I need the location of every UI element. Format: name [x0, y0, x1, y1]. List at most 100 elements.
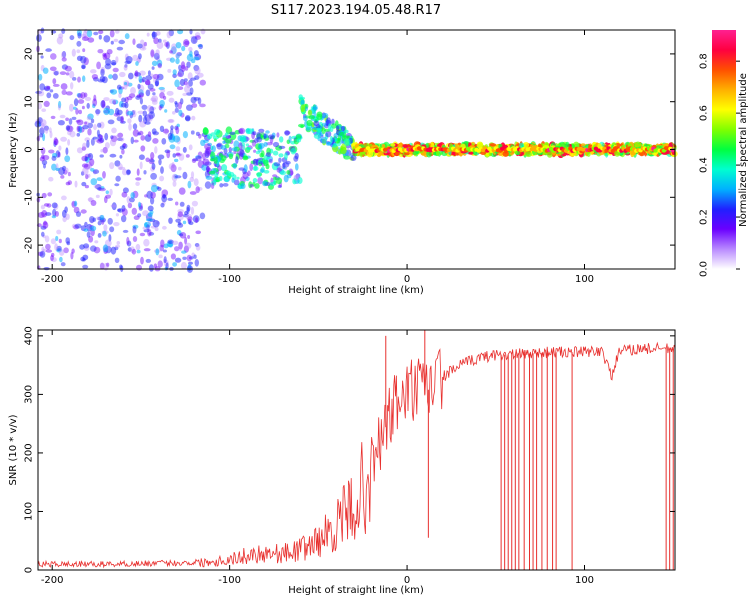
- spectral-blob: [92, 136, 98, 140]
- spectral-blob: [80, 209, 87, 214]
- spectral-blob: [272, 141, 280, 148]
- spectral-blob: [121, 97, 127, 103]
- spectral-blob: [170, 164, 177, 173]
- spectral-blob: [130, 136, 134, 145]
- spectral-blob: [99, 262, 105, 270]
- snr-y-tick-label: 200: [24, 443, 35, 462]
- spectral-blob: [83, 35, 90, 41]
- spectral-blob: [150, 152, 155, 160]
- spectral-blob: [163, 258, 167, 264]
- spectral-blob: [228, 146, 232, 153]
- spectral-blob: [92, 98, 98, 107]
- spectral-blob: [112, 100, 116, 105]
- spectral-blob: [140, 256, 144, 265]
- spectral-blob: [102, 230, 107, 237]
- spectral-blob: [100, 68, 105, 77]
- spectral-blob: [189, 87, 194, 95]
- spectral-blob: [344, 129, 349, 134]
- spectral-blob: [196, 72, 204, 78]
- spectral-blob: [97, 233, 102, 238]
- spectral-blob: [259, 168, 265, 173]
- spectral-blob: [74, 180, 78, 188]
- spectral-blob: [147, 228, 152, 237]
- spectral-blob: [71, 48, 76, 57]
- spectral-blob: [131, 109, 137, 118]
- spectral-blob: [313, 120, 320, 127]
- spectral-blob: [147, 205, 154, 212]
- spectral-blob: [135, 61, 139, 66]
- spectral-blob: [176, 123, 180, 128]
- spectral-blob: [105, 194, 111, 199]
- spectral-blob: [255, 150, 260, 155]
- spectral-blob: [268, 159, 273, 164]
- spectral-blob: [53, 137, 58, 146]
- spectral-blob: [252, 178, 258, 183]
- spectral-blob: [117, 163, 123, 171]
- spectral-blob: [126, 240, 132, 247]
- spectral-blob: [279, 136, 284, 143]
- spectral-blob: [343, 138, 351, 146]
- spectral-blob: [182, 92, 188, 97]
- spectral-blob: [37, 212, 45, 218]
- spectral-blob: [278, 153, 284, 158]
- spectral-blob: [316, 127, 321, 134]
- spectral-blob: [144, 79, 151, 85]
- spectral-blob: [58, 100, 62, 109]
- spectral-blob: [278, 157, 282, 163]
- spectral-blob: [144, 121, 151, 125]
- spectral-blob: [390, 143, 396, 147]
- spectral-blob: [143, 248, 151, 252]
- spectral-blob: [95, 109, 100, 116]
- spectral-blob: [262, 180, 268, 187]
- spectral-blob: [197, 187, 203, 191]
- spectral-blob: [468, 151, 475, 155]
- spectral-blob: [218, 175, 223, 182]
- spectral-blob: [322, 112, 329, 119]
- spectral-blob: [131, 207, 137, 215]
- spectral-blob: [285, 160, 291, 165]
- spectral-blob: [227, 135, 231, 139]
- spectral-blob: [82, 125, 89, 130]
- spectral-blob: [83, 121, 90, 126]
- spectral-blob: [86, 29, 93, 38]
- spectral-blob: [178, 72, 184, 78]
- spectral-blob: [256, 132, 261, 140]
- spectral-blob: [183, 81, 189, 86]
- spectral-blob: [202, 158, 210, 166]
- spectral-blob: [188, 46, 193, 52]
- spectral-blob: [286, 170, 291, 175]
- spectral-blob: [126, 96, 133, 101]
- spectral-blob: [65, 117, 69, 122]
- spectral-blob: [193, 50, 199, 57]
- spectral-blob: [84, 121, 88, 125]
- spectral-blob: [177, 223, 184, 228]
- spectral-blob: [55, 235, 59, 242]
- spectral-blob: [244, 176, 250, 182]
- spectral-blob: [64, 167, 69, 174]
- spectral-blob: [93, 184, 100, 189]
- spectral-blob: [195, 155, 202, 160]
- spectral-blob: [58, 145, 62, 151]
- spectral-blob: [118, 39, 125, 45]
- spectral-blob: [132, 226, 137, 234]
- spectral-blob: [133, 139, 139, 143]
- spectral-blob: [87, 173, 91, 178]
- spectral-blob: [229, 132, 237, 141]
- spectral-blob: [103, 97, 110, 102]
- spectral-blob: [162, 249, 167, 253]
- spectral-blob: [228, 153, 234, 160]
- spectral-blob: [73, 98, 79, 107]
- spectral-blob: [87, 122, 93, 129]
- spectral-blob: [225, 138, 232, 144]
- spectral-blob: [200, 28, 206, 35]
- spectral-blob: [175, 126, 180, 135]
- spectral-blob: [77, 93, 83, 99]
- spectral-blob: [61, 195, 67, 201]
- spectral-blob: [137, 213, 142, 218]
- spectral-blob: [81, 146, 86, 151]
- spectral-blob: [167, 68, 172, 73]
- spectral-blob: [46, 85, 51, 89]
- spectral-blob: [90, 138, 95, 146]
- spectral-blob: [47, 192, 53, 197]
- spectral-blob: [115, 213, 119, 217]
